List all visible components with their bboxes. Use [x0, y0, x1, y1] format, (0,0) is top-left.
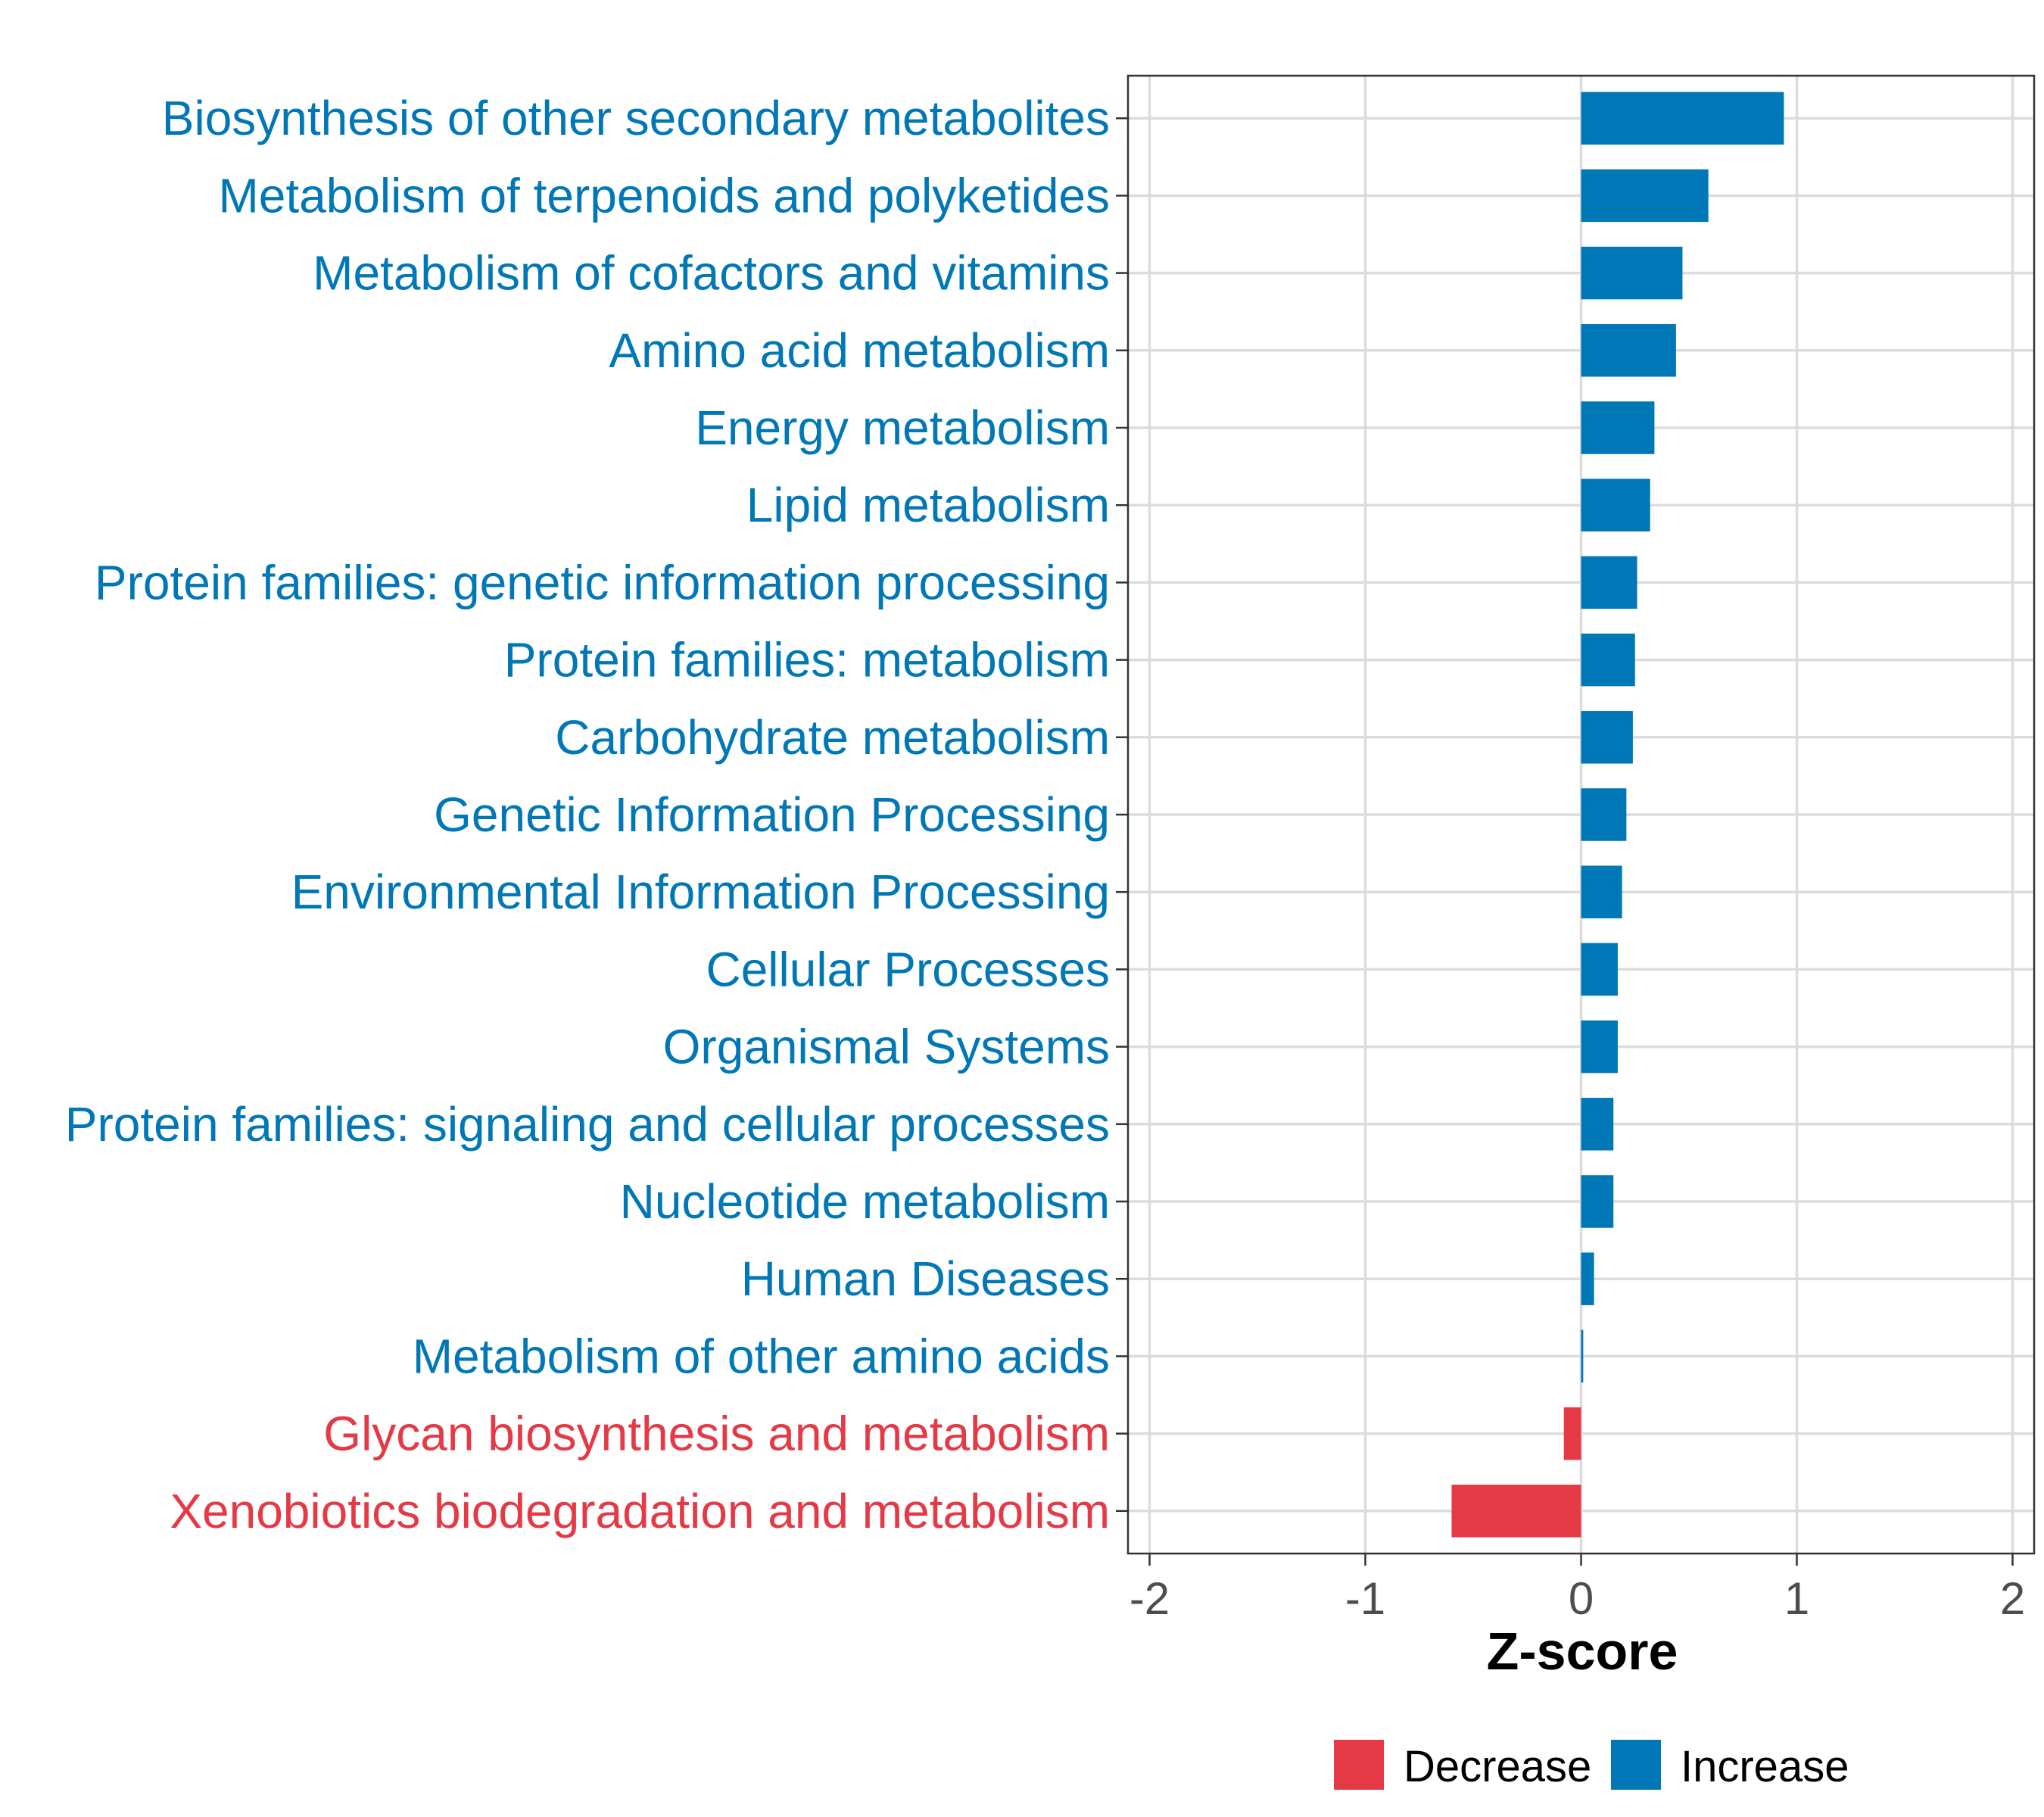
bar-8 [1581, 711, 1633, 764]
bar-14 [1581, 1175, 1614, 1228]
bar-12 [1581, 1020, 1618, 1074]
category-label-6: Protein families: genetic information pr… [95, 555, 1110, 609]
bar-7 [1581, 633, 1635, 687]
category-label-14: Nucleotide metabolism [620, 1174, 1110, 1229]
bar-2 [1581, 246, 1683, 300]
x-tick-label-2: 0 [1569, 1573, 1594, 1624]
x-tick-label-1: -1 [1345, 1573, 1385, 1624]
bars [1451, 92, 1784, 1538]
bar-0 [1581, 92, 1784, 145]
category-label-11: Cellular Processes [706, 942, 1110, 996]
x-tick-label-3: 1 [1784, 1573, 1809, 1624]
bar-13 [1581, 1098, 1614, 1151]
category-label-1: Metabolism of terpenoids and polyketides [218, 168, 1110, 223]
category-label-17: Glycan biosynthesis and metabolism [323, 1407, 1110, 1461]
category-label-10: Environmental Information Processing [291, 865, 1110, 919]
bar-15 [1581, 1252, 1594, 1305]
bar-5 [1581, 478, 1650, 531]
x-axis-ticks [1148, 1554, 2014, 1566]
x-tick-label-4: 2 [2000, 1573, 2025, 1624]
y-axis-ticks [1116, 117, 1128, 1513]
bar-16 [1581, 1329, 1584, 1383]
category-label-9: Genetic Information Processing [434, 787, 1110, 842]
category-label-8: Carbohydrate metabolism [555, 710, 1110, 765]
category-label-5: Lipid metabolism [746, 478, 1110, 532]
category-label-4: Energy metabolism [695, 400, 1110, 455]
category-label-13: Protein families: signaling and cellular… [65, 1097, 1110, 1152]
legend-label-increase: Increase [1681, 1742, 1849, 1791]
legend-swatch-decrease [1334, 1740, 1384, 1790]
bar-17 [1563, 1407, 1581, 1460]
bar-1 [1581, 169, 1709, 223]
x-axis-title: Z-score [1487, 1622, 1678, 1681]
category-label-12: Organismal Systems [663, 1020, 1110, 1074]
x-tick-label-0: -2 [1129, 1573, 1170, 1624]
legend: Decrease Increase [1334, 1740, 1849, 1791]
bar-3 [1581, 324, 1676, 377]
category-label-18: Xenobiotics biodegradation and metabolis… [170, 1484, 1110, 1538]
bar-9 [1581, 788, 1627, 841]
category-label-7: Protein families: metabolism [504, 633, 1110, 687]
legend-swatch-increase [1611, 1740, 1661, 1790]
x-axis-tick-labels: -2 -1 0 1 2 [1129, 1573, 2025, 1624]
category-label-2: Metabolism of cofactors and vitamins [313, 246, 1110, 301]
category-label-16: Metabolism of other amino acids [413, 1329, 1110, 1383]
category-label-3: Amino acid metabolism [609, 323, 1110, 378]
legend-label-decrease: Decrease [1404, 1742, 1591, 1791]
bar-18 [1451, 1485, 1581, 1538]
bar-11 [1581, 943, 1618, 996]
y-axis-labels: Biosynthesis of other secondary metaboli… [65, 91, 1110, 1538]
bar-10 [1581, 865, 1622, 918]
bar-6 [1581, 556, 1637, 609]
bar-4 [1581, 401, 1655, 454]
category-label-15: Human Diseases [741, 1251, 1110, 1306]
category-label-0: Biosynthesis of other secondary metaboli… [162, 91, 1110, 145]
